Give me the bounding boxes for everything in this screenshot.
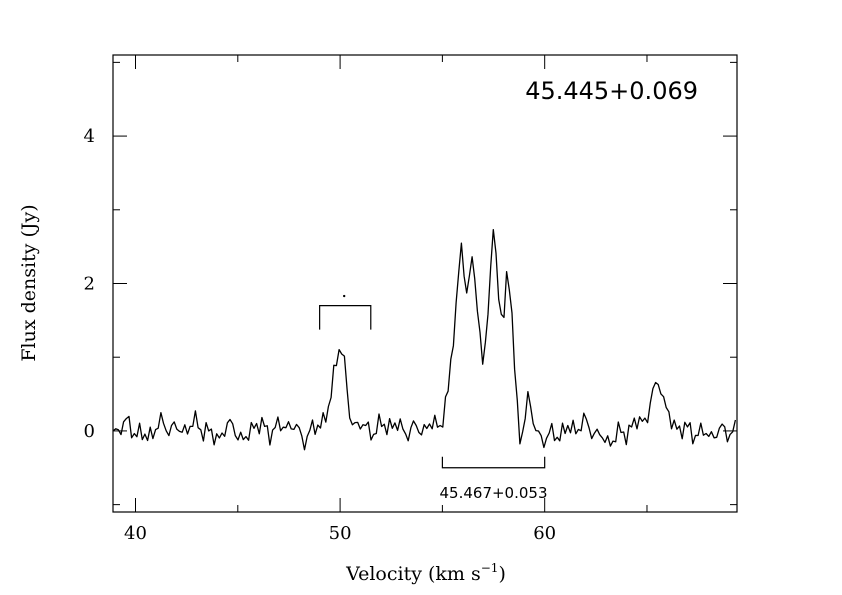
- secondary-source-label: 45.467+0.053: [440, 484, 548, 502]
- y-tick-label: 2: [84, 274, 95, 295]
- velocity-range-bracket: [319, 305, 372, 330]
- plot-frame: [112, 54, 738, 513]
- x-tick-label: 40: [124, 523, 147, 544]
- spectrum-series-line: [112, 228, 737, 451]
- secondary-source-bracket: [441, 456, 546, 469]
- x-tick-label: 60: [533, 523, 556, 544]
- y-tick-label: 4: [84, 126, 95, 147]
- x-axis-title-close: ): [498, 563, 505, 585]
- x-axis-title-exponent: −1: [481, 561, 499, 575]
- y-tick-label: 0: [84, 421, 95, 442]
- point-markers: [342, 294, 346, 298]
- axis-ticks: [113, 55, 737, 512]
- x-axis-title-main: Velocity (km s: [345, 563, 481, 585]
- marker-dot: [342, 294, 346, 298]
- source-title: 45.445+0.069: [525, 77, 698, 105]
- velocity-brackets: [319, 305, 546, 469]
- x-tick-label: 50: [329, 523, 352, 544]
- x-axis-title: Velocity (km s−1): [345, 561, 506, 585]
- y-axis-title: Flux density (Jy): [18, 204, 40, 361]
- axis-tick-labels: 40 50 60 0 2 4: [84, 126, 557, 544]
